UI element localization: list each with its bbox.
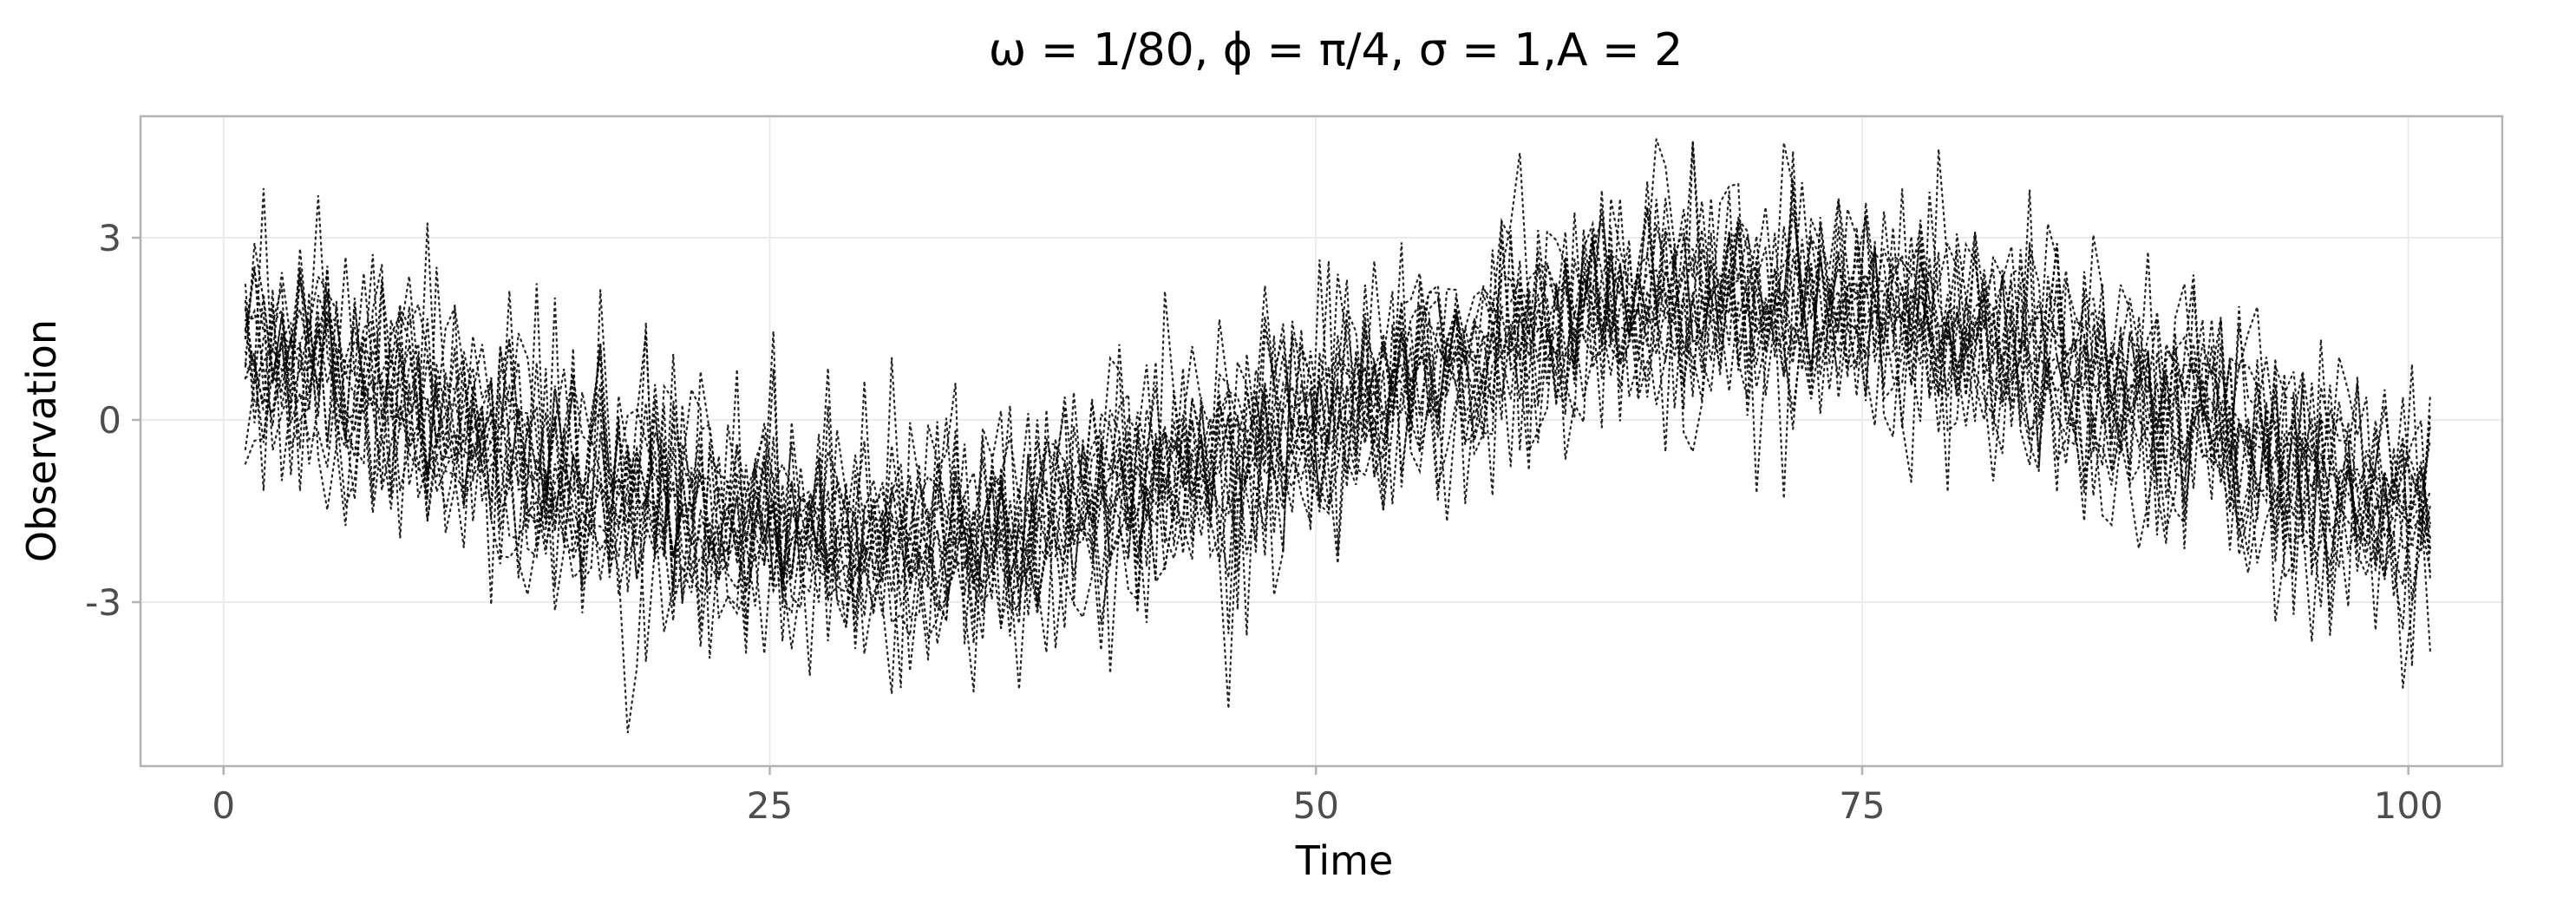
grid-lines	[141, 116, 2502, 766]
x-tick-label: 50	[1292, 784, 1338, 827]
series-line-10	[244, 208, 2431, 676]
y-tick-label: -3	[85, 581, 121, 624]
axis-ticks: 0 25 50 75 100 -3 0 3	[85, 217, 2443, 827]
y-tick-label: 0	[98, 399, 121, 442]
x-axis-title: Time	[1295, 837, 1394, 884]
series-line-13	[244, 139, 2431, 733]
x-tick-label: 0	[212, 784, 235, 827]
series-line-8	[244, 142, 2431, 653]
series-line-15	[244, 180, 2431, 642]
x-tick-label: 75	[1839, 784, 1885, 827]
plot-panel-border	[139, 115, 2504, 768]
series-line-9	[244, 182, 2431, 659]
series-line-6	[244, 208, 2431, 654]
y-tick-label: 3	[98, 217, 121, 259]
series-line-12	[244, 200, 2431, 652]
x-tick-label: 25	[747, 784, 793, 827]
y-axis-title: Observation	[18, 319, 65, 562]
x-tick-label: 100	[2374, 784, 2443, 827]
chart-title: ω = 1/80, ϕ = π/4, σ = 1,A = 2	[989, 24, 1683, 76]
series-line-7	[244, 142, 2431, 642]
series-lines	[244, 139, 2431, 733]
